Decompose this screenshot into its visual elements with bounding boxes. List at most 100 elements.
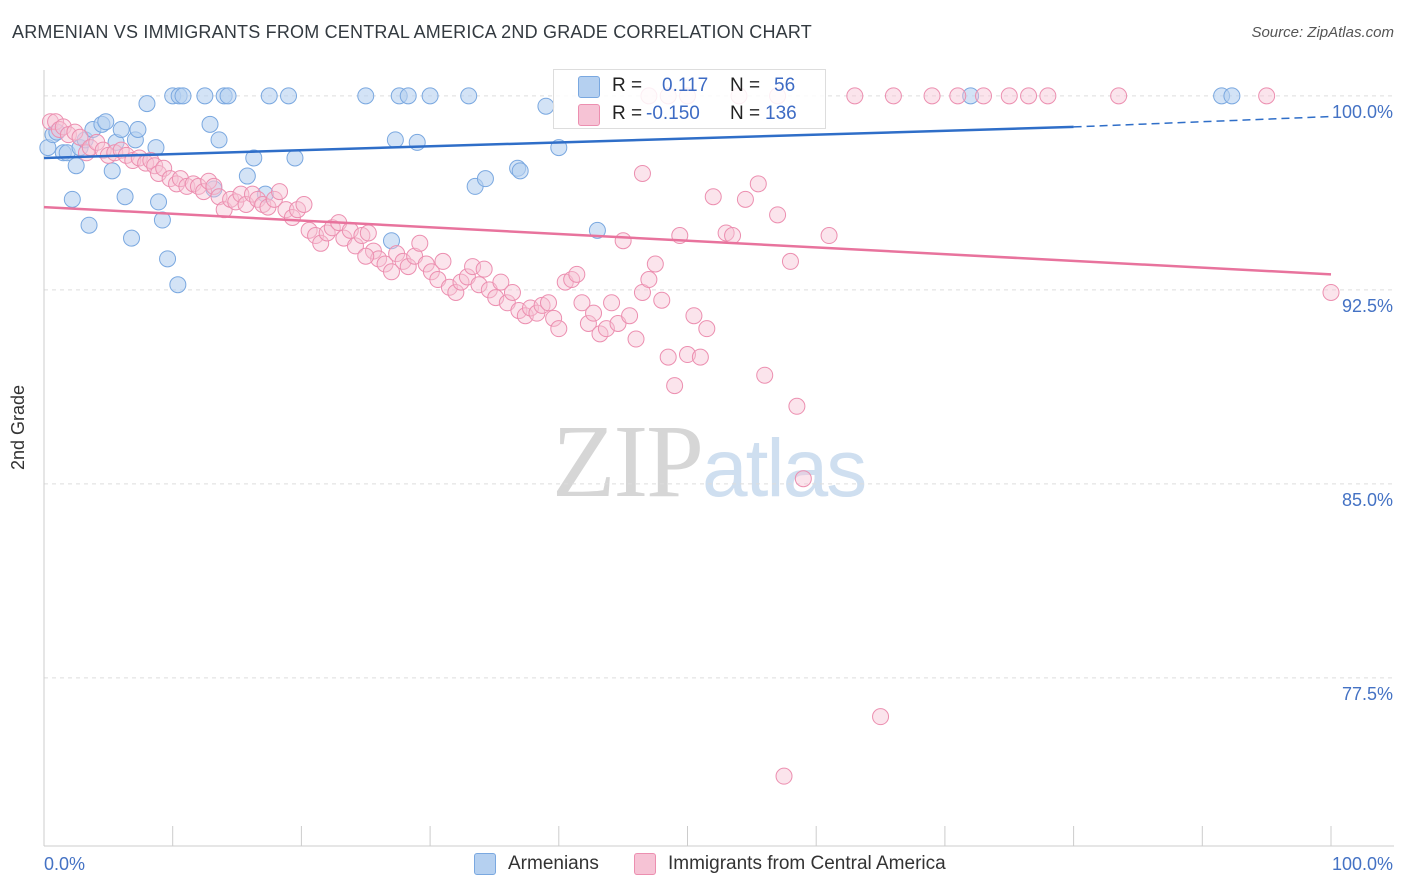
armenians-point <box>511 162 529 180</box>
armenians-point <box>201 115 219 133</box>
immigrants-point <box>318 224 336 242</box>
axes <box>43 70 1394 847</box>
armenians-trend-extension <box>1073 115 1332 128</box>
immigrants-point <box>492 273 510 291</box>
immigrants-point <box>411 234 429 252</box>
immigrants-point <box>189 177 207 195</box>
armenians-swatch <box>578 76 600 98</box>
y-tick-label: 77.5% <box>1342 684 1393 704</box>
stats-legend: R = 0.117 N = 56 R = -0.150 N = 136 <box>553 69 826 129</box>
armenians-point <box>588 221 606 239</box>
immigrants-point <box>640 271 658 289</box>
n-label: N = <box>730 103 761 124</box>
immigrants-point <box>66 123 84 141</box>
immigrants-point <box>1000 87 1018 105</box>
armenians-point <box>129 120 147 138</box>
immigrants-point <box>447 283 465 301</box>
armenians-point <box>67 157 85 175</box>
armenians-point <box>97 113 115 131</box>
armenians-point <box>245 149 263 167</box>
armenians-point <box>1223 87 1241 105</box>
armenians-point <box>286 149 304 167</box>
immigrants-point <box>545 309 563 327</box>
immigrants-point <box>820 227 838 245</box>
armenians-point <box>103 162 121 180</box>
immigrants-point <box>679 346 696 364</box>
y-tick-label: 85.0% <box>1342 490 1393 510</box>
armenians-point <box>174 87 192 105</box>
n-value: 136 <box>765 103 797 124</box>
armenians-point <box>421 87 439 105</box>
immigrants-point <box>470 276 488 294</box>
y-tick-label: 100.0% <box>1332 102 1393 122</box>
immigrants-point <box>1322 283 1340 301</box>
immigrants-point <box>71 128 89 146</box>
stats-row-armenians: R = 0.117 N = 56 <box>554 73 825 99</box>
n-value: 56 <box>774 75 796 96</box>
chart-source: Source: ZipAtlas.com <box>1251 24 1394 41</box>
armenians-point <box>196 87 214 105</box>
armenians-point <box>159 250 177 268</box>
armenians-point <box>476 170 494 188</box>
armenians-trend-line <box>43 125 1074 160</box>
armenians-point <box>150 193 168 211</box>
immigrants-point <box>621 307 639 325</box>
stats-row-immigrants: R = -0.150 N = 136 <box>554 101 825 127</box>
trend-lines <box>43 115 1332 276</box>
immigrants-point <box>749 175 767 193</box>
y-tick-label: 92.5% <box>1342 296 1393 316</box>
immigrants-point <box>724 227 742 245</box>
immigrants-point <box>666 377 684 395</box>
watermark: ZIPatlas <box>552 402 867 521</box>
r-value: -0.150 <box>646 103 700 124</box>
immigrants-point <box>1020 87 1038 105</box>
immigrants-point <box>399 258 417 276</box>
immigrants-point <box>563 271 581 289</box>
immigrants-point <box>382 263 400 281</box>
immigrants-point <box>884 87 902 105</box>
armenians-point <box>210 131 228 149</box>
armenians-point <box>123 229 141 247</box>
r-value: 0.117 <box>662 75 709 96</box>
armenians-point <box>153 211 171 229</box>
immigrants-point <box>359 224 377 242</box>
y-axis-label: 2nd Grade <box>8 384 28 470</box>
armenians-point <box>386 131 404 149</box>
immigrants-point <box>475 260 493 278</box>
immigrants-point <box>685 307 703 325</box>
immigrants-point <box>1039 87 1057 105</box>
immigrants-point <box>603 294 621 312</box>
armenians-point <box>169 276 187 294</box>
immigrants-points <box>41 87 1340 785</box>
immigrants-point <box>653 291 671 309</box>
immigrants-point <box>923 87 941 105</box>
immigrants-point <box>1258 87 1276 105</box>
immigrants-point <box>540 294 558 312</box>
immigrants-point <box>222 190 240 208</box>
armenians-point <box>357 87 375 105</box>
immigrants-point <box>614 232 632 250</box>
immigrants-point <box>271 183 289 201</box>
legend-label-immigrants: Immigrants from Central America <box>668 853 946 874</box>
immigrants-point <box>568 265 586 283</box>
legend-label-armenians: Armenians <box>508 853 599 874</box>
armenians-point <box>399 87 417 105</box>
immigrants-point <box>195 183 213 201</box>
immigrants-trend-line <box>43 205 1332 276</box>
immigrants-point <box>295 196 313 214</box>
immigrants-point <box>585 304 603 322</box>
armenians-point <box>112 120 130 138</box>
immigrants-point <box>205 177 223 195</box>
watermark-zip: ZIP <box>552 404 704 519</box>
immigrants-point <box>781 252 799 270</box>
immigrants-point <box>357 247 375 265</box>
armenians-point <box>138 95 156 113</box>
armenians-point <box>63 190 81 208</box>
immigrants-point <box>872 708 890 726</box>
immigrants-point <box>794 470 812 488</box>
immigrants-point <box>769 206 787 224</box>
immigrants-point <box>200 172 218 190</box>
armenians-point <box>537 97 555 115</box>
immigrants-point <box>949 87 967 105</box>
tick-labels: 77.5% 85.0% 92.5% 100.0% 0.0% 100.0% <box>44 102 1393 874</box>
